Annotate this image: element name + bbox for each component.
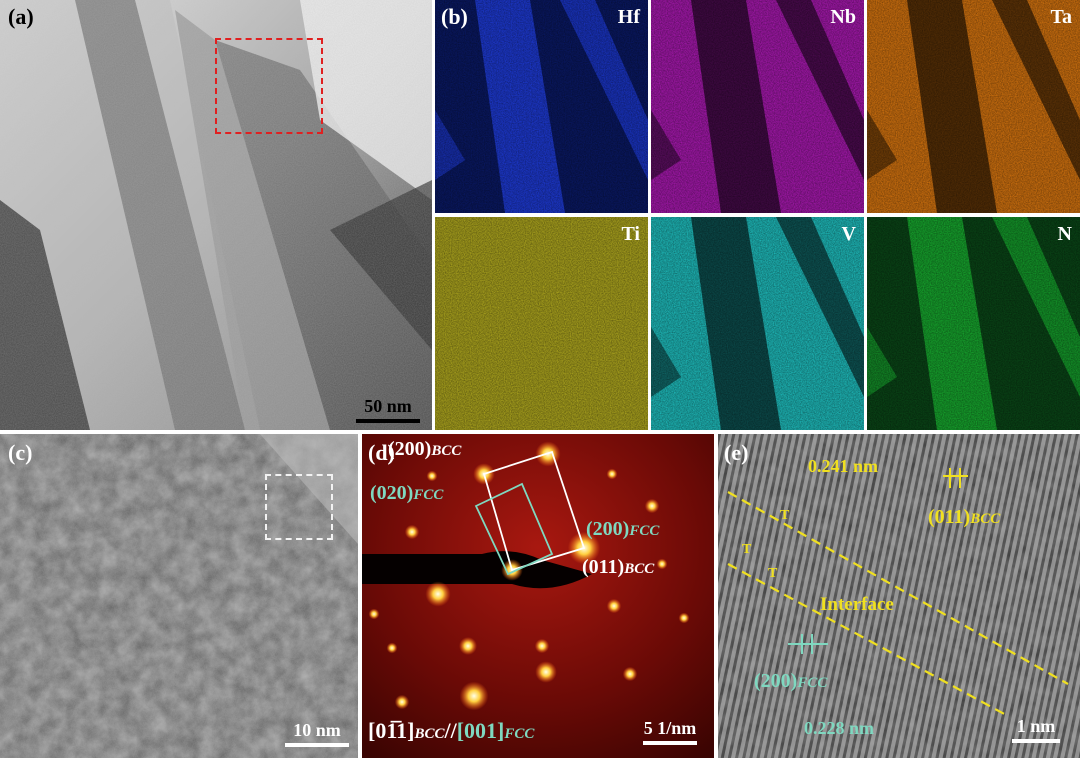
diffraction-spot (394, 694, 410, 710)
diffraction-spot (622, 666, 638, 682)
misfit-marker-2: T (742, 542, 752, 557)
fcc-plane-label: (200)FCC (754, 670, 828, 692)
panel-a-tem-image: (a) 50 nm (0, 0, 432, 430)
diffraction-spot (606, 598, 622, 614)
diffraction-spot (426, 470, 438, 482)
eds-map-element-label: Hf (617, 6, 640, 28)
diffraction-spot (386, 642, 398, 654)
diffraction-spot (656, 558, 668, 570)
panel-c-scale-bar: 10 nm (282, 720, 352, 747)
zone-axis-label: [01̅1]BCC//[001]FCC (368, 718, 535, 743)
fcc-020-spot-label: (020)FCC (370, 482, 444, 504)
bcc-d-spacing: 0.241 nm (808, 456, 879, 476)
bcc-200-spot-label: (200)BCC (388, 438, 462, 460)
panel-a-scale-bar: 50 nm (352, 396, 424, 423)
panel-d-label: (d) (368, 440, 395, 465)
zoom-region-box (265, 474, 333, 540)
diffraction-spot (404, 524, 420, 540)
scale-bar-label: 1 nm (1016, 716, 1056, 736)
lattice-fringe-image (718, 434, 1080, 758)
eds-map-element-label: V (841, 223, 856, 245)
panel-b-eds-maps: Hf Nb Ta Ti V N (b) (435, 0, 1080, 430)
misfit-marker-1: T (780, 508, 790, 523)
panel-a-label: (a) (8, 4, 34, 29)
region-of-interest-box (215, 38, 323, 134)
diffraction-spot (425, 581, 451, 607)
beam-stopper (362, 551, 592, 589)
fcc-d-spacing: 0.228 nm (804, 718, 875, 738)
panel-b-label: (b) (441, 4, 468, 29)
fcc-200-spot-label: (200)FCC (586, 518, 660, 540)
eds-map-ta: Ta (867, 0, 1080, 213)
eds-map-element-label: Ta (1050, 6, 1072, 28)
diffraction-spot (606, 468, 618, 480)
eds-map-hf: Hf (435, 0, 648, 213)
diffraction-spot (459, 637, 477, 655)
diffraction-spot (459, 681, 489, 711)
panel-e-scale-bar: 1 nm (1006, 716, 1066, 743)
eds-map-n: N (867, 217, 1080, 430)
scale-bar-label: 10 nm (293, 720, 341, 740)
fcc-cell-outline (474, 482, 554, 576)
bcc-cell-outline (482, 450, 586, 572)
scale-bar-label: 50 nm (364, 396, 412, 416)
interface-line-lower (727, 563, 1009, 717)
eds-map-element-label: Nb (830, 6, 856, 28)
eds-map-element-label: Ti (621, 223, 640, 245)
panel-c-label: (c) (8, 440, 33, 465)
scale-bar-label: 5 1/nm (643, 718, 697, 738)
panel-d-scale-bar: 5 1/nm (632, 718, 708, 745)
eds-map-v: V (651, 217, 864, 430)
interface-label: Interface (820, 594, 894, 615)
panel-d-diffraction-pattern: (d) (200)BCC (020)FCC (200)FCC (011)BCC … (362, 434, 714, 758)
interface-line-upper (727, 491, 1069, 685)
eds-map-ti: Ti (435, 217, 648, 430)
misfit-marker-3: T (768, 566, 778, 581)
eds-map-nb: Nb (651, 0, 864, 213)
diffraction-spot (368, 608, 380, 620)
bcc-plane-label: (011)BCC (928, 506, 1001, 528)
diffraction-spot (678, 612, 690, 624)
hrtem-image (0, 434, 358, 758)
eds-map-element-label: N (1057, 223, 1072, 245)
panel-e-interface-hrtem: (e) 0.241 nm (011)BCC T T T Interface (2… (718, 434, 1080, 758)
diffraction-spot (534, 638, 550, 654)
diffraction-spot (535, 661, 557, 683)
saed-pattern (362, 434, 714, 758)
bcc-011-spot-label: (011)BCC (582, 556, 655, 578)
panel-e-label: (e) (724, 440, 749, 465)
panel-c-hrtem-image: (c) 10 nm (0, 434, 358, 758)
diffraction-spot (644, 498, 660, 514)
